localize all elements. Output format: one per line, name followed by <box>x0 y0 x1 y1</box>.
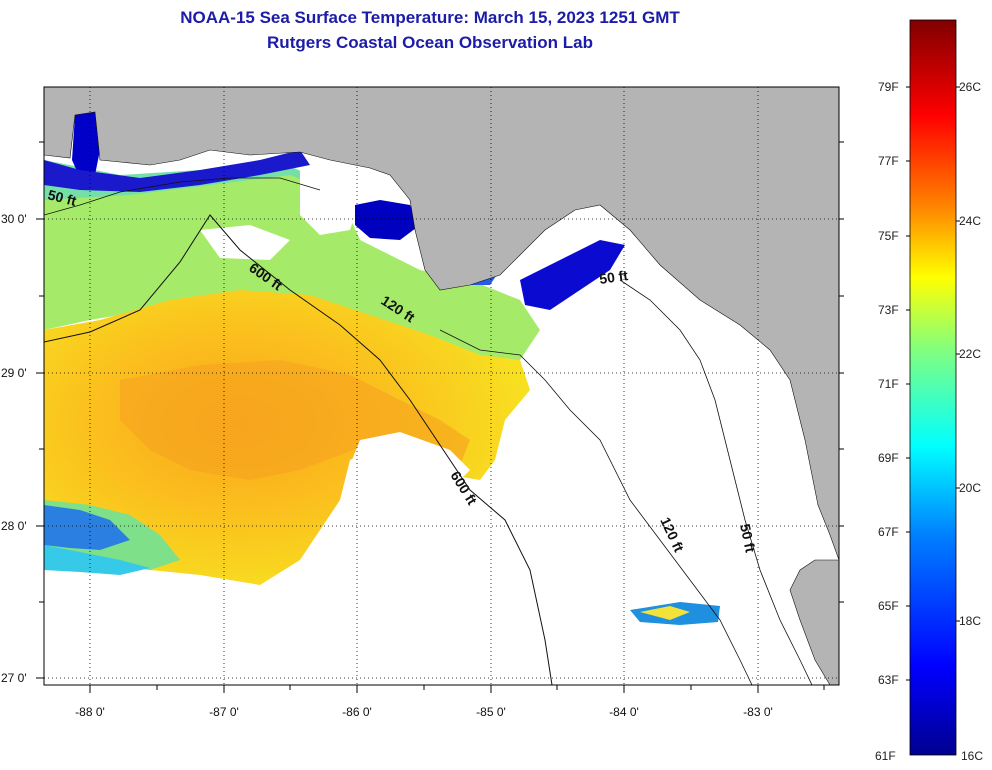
cold-patch-west-coast <box>44 150 310 192</box>
contour-50ft-east <box>619 279 813 685</box>
cb-c-24: 24C <box>959 214 981 228</box>
cb-f-65: 65F <box>878 599 899 613</box>
cb-f-79: 79F <box>878 80 899 94</box>
contour-120ft <box>439 329 753 685</box>
cold-patch-bigbend <box>520 240 625 310</box>
cb-c-26: 26C <box>959 80 981 94</box>
cb-c-20: 20C <box>959 481 981 495</box>
cb-f-61: 61F <box>875 749 896 763</box>
cloud-gap-3 <box>200 225 290 260</box>
graticule <box>44 87 839 685</box>
cb-f-73: 73F <box>878 303 899 317</box>
lon-label-85: -85 0' <box>476 705 506 719</box>
cb-f-71: 71F <box>878 377 899 391</box>
cold-patch-apalachicola <box>355 200 420 240</box>
lon-label-87: -87 0' <box>209 705 239 719</box>
peninsula-coast <box>789 559 839 685</box>
cloud-gap-2 <box>300 160 360 235</box>
lon-label-84: -84 0' <box>609 705 639 719</box>
warm-strip-south <box>640 606 690 620</box>
lat-label-28: 28 0' <box>1 519 27 533</box>
cold-patch-mobile-bay <box>72 112 100 178</box>
map-border <box>43 86 840 686</box>
contour-label-south-50: 50 ft <box>737 522 759 554</box>
lat-label-27: 27 0' <box>1 671 27 685</box>
sst-green-shelf <box>44 175 540 370</box>
cb-c-22: 22C <box>959 347 981 361</box>
cb-f-75: 75F <box>878 229 899 243</box>
contour-label-east-50: 50 ft <box>598 267 629 287</box>
lon-label-83: -83 0' <box>743 705 773 719</box>
sst-southwest-blue <box>44 505 130 550</box>
colorbar <box>909 19 957 756</box>
map-content: 50 ft 600 ft 120 ft 50 ft 600 ft 120 ft … <box>44 87 839 685</box>
cloud-gap-1 <box>350 432 470 500</box>
frame-ticks <box>36 141 844 693</box>
cb-f-67: 67F <box>878 525 899 539</box>
cb-c-16: 16C <box>961 749 983 763</box>
contour-50ft-west <box>44 177 321 216</box>
land-mass <box>44 87 839 561</box>
lat-label-29: 29 0' <box>1 366 27 380</box>
cb-f-69: 69F <box>878 451 899 465</box>
lon-label-88: -88 0' <box>75 705 105 719</box>
contour-label-west-50: 50 ft <box>46 186 78 209</box>
cb-c-18: 18C <box>959 614 981 628</box>
lon-label-86: -86 0' <box>342 705 372 719</box>
cb-f-77: 77F <box>878 154 899 168</box>
lat-label-30: 30 0' <box>1 212 27 226</box>
map-subtitle: Rutgers Coastal Ocean Observation Lab <box>267 33 593 52</box>
sst-southwest-cyan <box>44 545 150 575</box>
cb-f-63: 63F <box>878 673 899 687</box>
colorbar-ticks <box>906 86 960 681</box>
map-title: NOAA-15 Sea Surface Temperature: March 1… <box>180 8 680 27</box>
contour-600ft <box>44 214 553 685</box>
sst-orange-core <box>120 360 470 480</box>
